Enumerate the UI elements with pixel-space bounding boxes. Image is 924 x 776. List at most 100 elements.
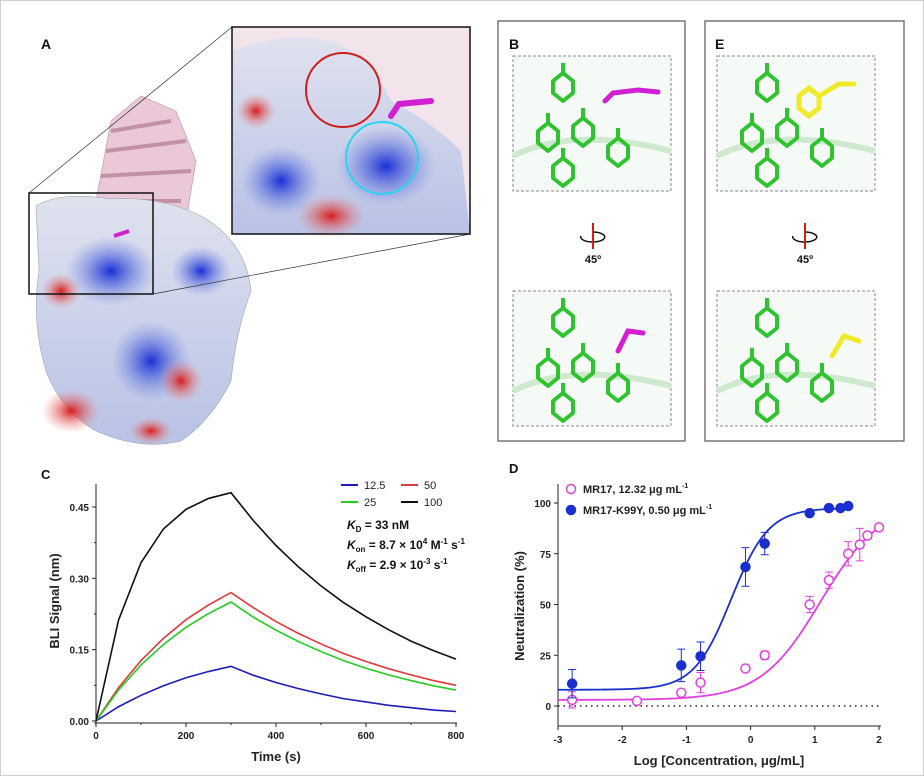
- data-point: [873, 522, 885, 533]
- data-point: [862, 530, 873, 541]
- residue-sticks: [810, 128, 834, 168]
- rotation-label-b: 45º: [585, 254, 601, 266]
- data-point: [631, 695, 643, 707]
- red-circle-highlight: [305, 52, 381, 128]
- zoom-region-box: [28, 192, 154, 295]
- x-tick-label: 1: [812, 735, 818, 746]
- y-axis-title: BLI Signal (nm): [47, 553, 62, 648]
- ligand-sticks: [796, 81, 857, 120]
- data-point: [842, 548, 854, 559]
- residue-sticks: [755, 298, 779, 338]
- bli-chart: 0.00 0.15 0.30 0.45 0 200 400 600 800 Time (s) BLI…: [47, 480, 465, 764]
- data-point: [740, 663, 751, 674]
- residue-sticks: [551, 383, 575, 423]
- data-point: [695, 651, 706, 662]
- legend-label: 25: [364, 497, 376, 509]
- residue-sticks: [536, 113, 560, 153]
- x-tick-label: -1: [682, 735, 691, 746]
- backbone-trace: [511, 136, 672, 159]
- data-point: [759, 538, 770, 549]
- y-tick-label: 0.00: [70, 717, 90, 728]
- panel-c-label: C: [41, 467, 51, 482]
- series-line-12.5: [95, 665, 457, 722]
- ligand-sticks: [829, 332, 862, 359]
- cyan-circle-highlight: [345, 121, 419, 195]
- data-point: [676, 687, 687, 699]
- residue-view-e-top: [715, 55, 876, 192]
- residue-sticks: [551, 148, 575, 188]
- x-tick-label: 0: [748, 735, 754, 746]
- zoom-line: [28, 26, 233, 194]
- x-tick-label: 200: [178, 731, 195, 742]
- x-axis-title: Log [Concentration, μg/mL]: [634, 753, 804, 768]
- data-point: [695, 677, 706, 688]
- backbone-trace: [511, 371, 672, 394]
- legend-marker: [565, 483, 577, 495]
- residue-sticks: [755, 148, 779, 188]
- backbone-trace: [715, 136, 876, 159]
- residue-sticks: [606, 128, 630, 168]
- data-point: [804, 507, 815, 519]
- residue-sticks: [755, 383, 779, 423]
- residue-sticks: [536, 348, 560, 388]
- y-tick-label: 100: [534, 499, 551, 510]
- x-tick-label: 600: [358, 731, 375, 742]
- zoom-line: [152, 233, 471, 295]
- x-tick-label: -2: [618, 735, 627, 746]
- y-tick-label: 0: [545, 702, 551, 713]
- x-tick-label: 2: [876, 735, 882, 746]
- rotation-label-e: 45º: [797, 254, 813, 266]
- backbone-trace: [715, 371, 876, 394]
- kinetics-annotation: Kon = 8.7 × 104 M-1 s-1: [347, 537, 465, 554]
- legend-label: 100: [424, 497, 442, 509]
- data-point: [823, 502, 835, 514]
- residue-sticks: [755, 63, 779, 103]
- x-tick-label: 400: [268, 731, 285, 742]
- inset-zoom: [231, 26, 471, 238]
- y-tick-label: 0.45: [70, 503, 90, 514]
- data-point: [566, 678, 578, 689]
- series-line-25: [95, 601, 457, 722]
- legend-marker: [565, 504, 577, 516]
- residue-sticks: [740, 348, 764, 388]
- legend-label: 12.5: [364, 480, 385, 492]
- legend-label: 50: [424, 480, 436, 492]
- data-point: [854, 539, 865, 550]
- data-point: [823, 574, 835, 586]
- rotate-icon: [580, 223, 606, 249]
- ligand-sticks: [615, 328, 646, 354]
- ligand-sticks: [602, 87, 661, 104]
- residue-sticks: [571, 108, 595, 148]
- panel-d-label: D: [509, 461, 518, 476]
- neutralization-chart: 0 25 50 75 100 -3 -2 -1 0 1 2 Log [Concentration, μ…: [512, 483, 885, 768]
- x-tick-label: -3: [554, 735, 563, 746]
- x-axis-title: Time (s): [251, 749, 301, 764]
- residue-view-b-bottom: [511, 290, 672, 427]
- y-axis-title: Neutralization (%): [512, 551, 527, 661]
- residue-sticks: [571, 343, 595, 383]
- residue-view-e-bottom: [715, 290, 876, 427]
- data-point: [842, 500, 854, 512]
- kinetics-annotation: KD = 33 nM: [347, 518, 409, 534]
- residue-view-b-top: [511, 55, 672, 192]
- residue-sticks: [775, 108, 799, 148]
- series-line-100: [95, 491, 457, 722]
- y-tick-label: 75: [540, 550, 552, 561]
- kinetics-annotation: Koff = 2.9 × 10-3 s-1: [347, 557, 448, 574]
- y-tick-label: 50: [540, 601, 552, 612]
- legend-label: MR17-K99Y, 0.50 μg mL-1: [583, 504, 712, 517]
- data-point: [804, 599, 815, 610]
- y-tick-label: 25: [540, 651, 552, 662]
- lysine-side-chain: [113, 229, 130, 238]
- panel-e-label: E: [715, 36, 724, 52]
- rotate-icon: [792, 223, 818, 249]
- residue-sticks: [606, 363, 630, 403]
- series-line-50: [95, 591, 457, 722]
- data-point: [740, 561, 751, 573]
- y-tick-label: 0.15: [70, 646, 90, 657]
- data-point: [759, 650, 770, 661]
- data-point: [676, 660, 687, 671]
- panel-a-label: A: [41, 36, 51, 52]
